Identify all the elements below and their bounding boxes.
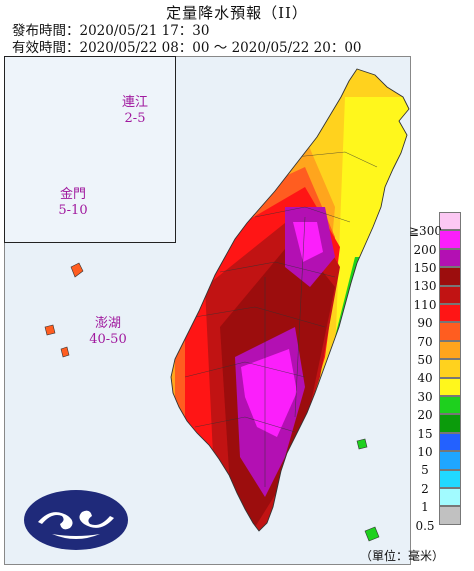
legend-tick-label: 1 bbox=[421, 500, 429, 515]
legend-swatch bbox=[439, 488, 461, 507]
legend-swatch bbox=[439, 377, 461, 396]
legend-tick-label: ≧300 bbox=[409, 224, 442, 239]
island-label-lienchiang: 連江 2-5 bbox=[115, 95, 155, 127]
legend-swatch bbox=[439, 432, 461, 452]
issue-time-label: 發布時間： bbox=[12, 23, 80, 39]
offshore-islands-inset: 連江 2-5 金門 5-10 bbox=[4, 56, 176, 243]
island-range: 2-5 bbox=[124, 111, 146, 126]
legend-swatch bbox=[439, 414, 461, 433]
legend-swatch bbox=[439, 506, 461, 525]
legend-swatch bbox=[439, 304, 461, 323]
island-name: 澎湖 bbox=[94, 316, 121, 331]
legend-unit: （單位：毫米） bbox=[360, 549, 445, 563]
legend-tick-label: 50 bbox=[417, 353, 433, 367]
legend-swatch bbox=[439, 469, 461, 488]
penghu-islands bbox=[44, 262, 84, 358]
legend-swatch bbox=[439, 340, 461, 360]
taiwan-outline bbox=[170, 68, 410, 532]
legend-tick-label: 200 bbox=[413, 242, 437, 257]
cwb-logo-icon bbox=[22, 488, 130, 552]
island-label-penghu: 澎湖 40-50 bbox=[78, 316, 138, 348]
legend-tick-label: 15 bbox=[417, 426, 433, 441]
map-header: 定量降水預報（II） 發布時間：2020/05/21 17：30 有效時間：20… bbox=[0, 0, 474, 56]
legend-tick-label: 5 bbox=[421, 463, 429, 478]
legend-tick-label: 90 bbox=[417, 316, 433, 331]
legend-tick-label: 10 bbox=[417, 445, 433, 459]
map-title: 定量降水預報（II） bbox=[166, 4, 308, 22]
valid-time-line: 有效時間：2020/05/22 08：00 ～ 2020/05/22 20：00 bbox=[12, 36, 362, 56]
legend-swatch bbox=[439, 267, 461, 286]
legend-tick-label: 20 bbox=[417, 408, 433, 423]
legend-tick-label: 130 bbox=[413, 279, 437, 294]
legend-swatch bbox=[439, 248, 461, 268]
valid-time-from: 2020/05/22 08：00 bbox=[79, 40, 210, 56]
valid-time-to: 2020/05/22 20：00 bbox=[231, 40, 362, 56]
taiwan-rainfall-field bbox=[171, 69, 409, 531]
island-name: 金門 bbox=[59, 187, 86, 202]
legend-swatch bbox=[439, 322, 461, 341]
island-range: 40-50 bbox=[89, 332, 127, 347]
taiwan-rainfall-svg bbox=[5, 66, 410, 542]
legend-tick-label: 150 bbox=[413, 261, 437, 275]
legend-tick-label: 30 bbox=[417, 389, 433, 404]
rainfall-legend: ≧300 200 150 130 110 90 70 50 40 30 20 15 10 5 2 1 0.5 bbox=[409, 212, 473, 552]
legend-tick-label: 110 bbox=[413, 297, 437, 312]
legend-swatch bbox=[439, 451, 461, 470]
legend-swatch bbox=[439, 359, 461, 378]
legend-tick-label: 0.5 bbox=[415, 518, 435, 533]
island-label-kinmen: 金門 5-10 bbox=[53, 187, 93, 219]
valid-time-label: 有效時間： bbox=[12, 40, 80, 56]
island-range: 5-10 bbox=[58, 203, 88, 218]
east-islets bbox=[356, 438, 380, 542]
valid-time-separator: ～ bbox=[213, 40, 228, 56]
legend-swatch bbox=[439, 212, 461, 231]
legend-swatch bbox=[439, 285, 461, 304]
legend-tick-label: 2 bbox=[421, 481, 429, 496]
legend-tick-label: 70 bbox=[417, 334, 433, 349]
issue-time-line: 發布時間：2020/05/21 17：30 bbox=[12, 19, 209, 39]
issue-time-value: 2020/05/21 17：30 bbox=[79, 23, 210, 39]
legend-swatch bbox=[439, 396, 461, 415]
legend-swatch bbox=[439, 230, 461, 249]
legend-tick-label: 40 bbox=[417, 371, 433, 386]
island-name: 連江 bbox=[121, 95, 148, 110]
